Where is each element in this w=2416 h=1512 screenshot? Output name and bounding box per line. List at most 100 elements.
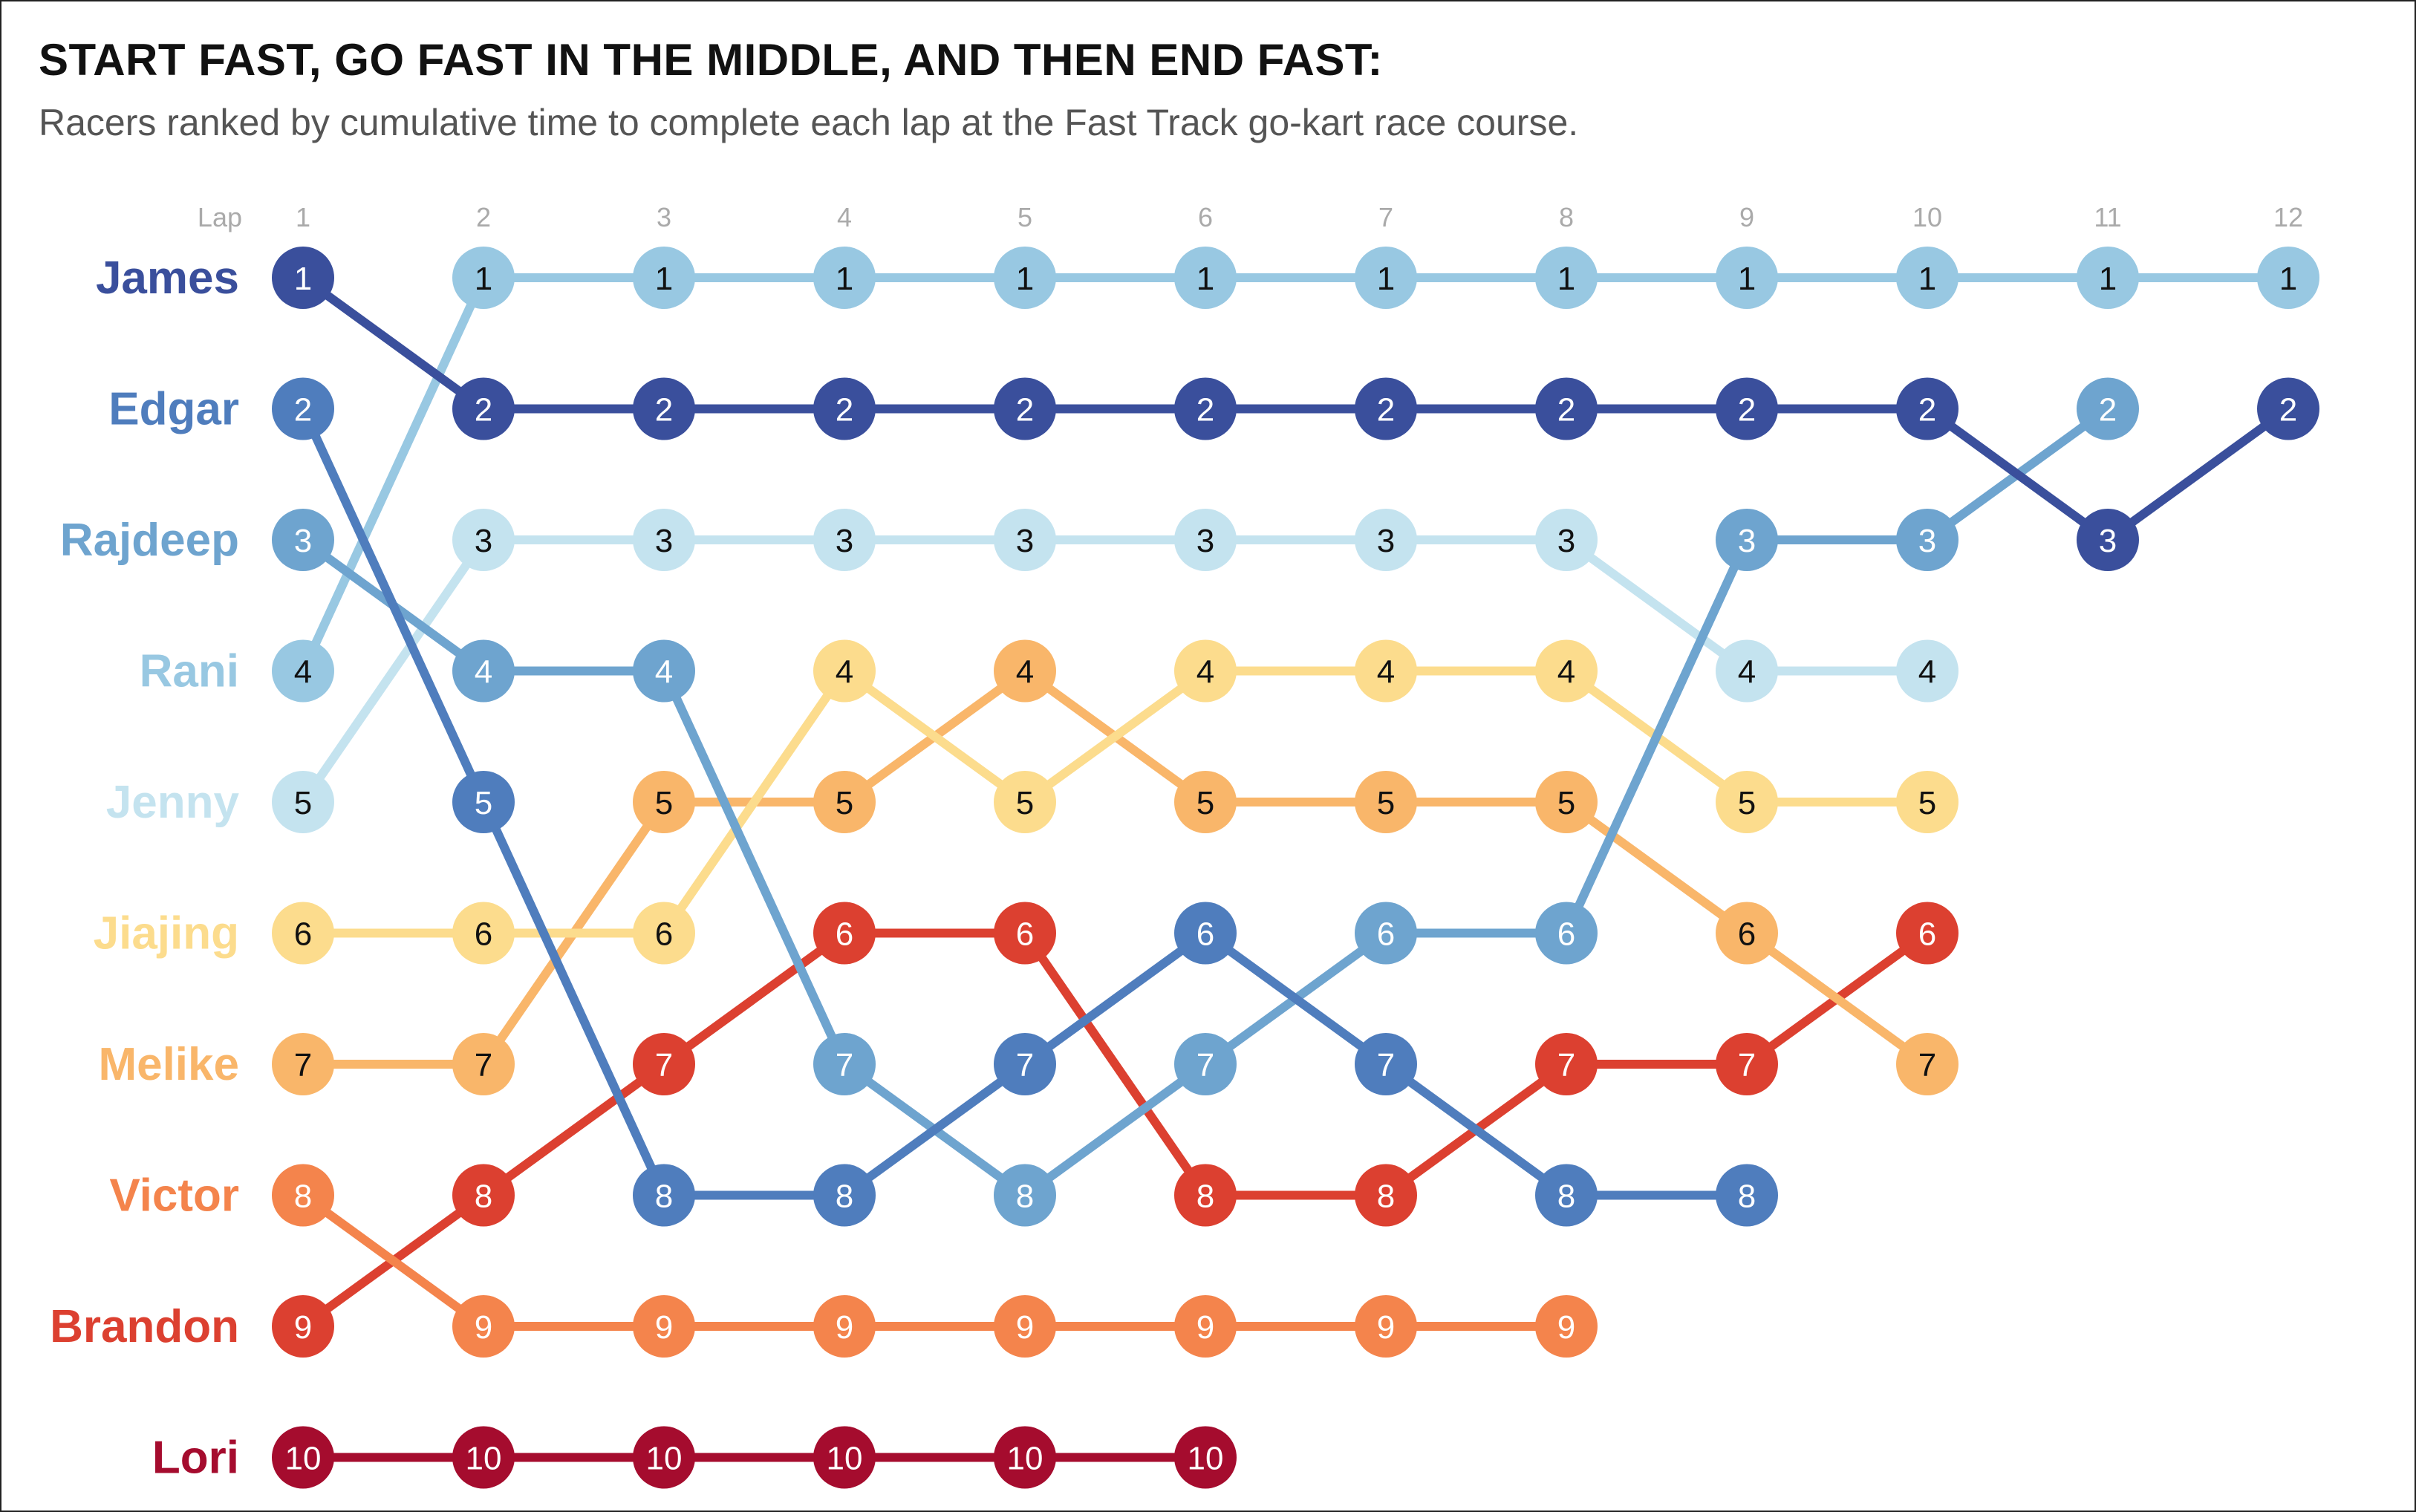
rank-marker-james bbox=[1174, 377, 1237, 440]
rank-label: 1 bbox=[1738, 261, 1756, 297]
rank-marker-james bbox=[452, 377, 515, 440]
series-markers: 10 10 10 10 10 10 9 8 7 6 6 8 8 7 7 6 8 9 9 9 9 9 9 9 7 7 5 5 4 5 5 5 6 7… bbox=[272, 247, 2319, 1489]
racer-label-rani: Rani bbox=[140, 646, 239, 697]
rank-marker-jiajing bbox=[1355, 639, 1417, 703]
racer-label-james: James bbox=[96, 252, 239, 304]
rank-marker-lori bbox=[452, 1426, 515, 1489]
rank-marker-jiajing bbox=[1535, 639, 1598, 703]
rank-marker-james bbox=[272, 247, 334, 309]
racer-label-edgar: Edgar bbox=[108, 384, 239, 435]
rank-label: 6 bbox=[1918, 916, 1936, 953]
rank-label: 1 bbox=[1918, 261, 1936, 297]
rank-marker-edgar bbox=[1535, 1164, 1598, 1227]
rank-marker-melike bbox=[452, 1033, 515, 1095]
lap-tick-label: 1 bbox=[296, 202, 310, 232]
rank-marker-brandon bbox=[272, 1295, 334, 1358]
rank-marker-james bbox=[1355, 377, 1417, 440]
rank-label: 10 bbox=[285, 1441, 322, 1477]
rank-label: 9 bbox=[1377, 1309, 1395, 1346]
lap-tick-label: 12 bbox=[2273, 202, 2303, 232]
lap-tick-label: 6 bbox=[1198, 202, 1213, 232]
rank-marker-rajdeep bbox=[1174, 1033, 1237, 1095]
rank-marker-brandon bbox=[452, 1164, 515, 1227]
rank-marker-rani bbox=[272, 639, 334, 703]
rank-label: 9 bbox=[836, 1309, 853, 1346]
rank-label: 1 bbox=[836, 261, 853, 297]
rank-label: 4 bbox=[294, 654, 312, 691]
rank-label: 3 bbox=[2099, 523, 2117, 559]
rank-marker-james bbox=[2257, 377, 2319, 440]
rank-marker-jenny bbox=[1896, 639, 1958, 703]
rank-marker-rani bbox=[1896, 247, 1958, 309]
rank-label: 10 bbox=[1188, 1441, 1224, 1477]
rank-marker-rajdeep bbox=[272, 509, 334, 571]
rank-label: 5 bbox=[1738, 785, 1756, 821]
lap-tick-label: 5 bbox=[1017, 202, 1032, 232]
rank-label: 7 bbox=[1738, 1047, 1756, 1084]
rank-marker-jenny bbox=[272, 771, 334, 833]
rank-label: 9 bbox=[475, 1309, 492, 1346]
rank-marker-jenny bbox=[994, 509, 1056, 571]
rank-marker-brandon bbox=[633, 1033, 695, 1095]
rank-marker-jenny bbox=[1535, 509, 1598, 571]
rank-label: 9 bbox=[1557, 1309, 1575, 1346]
chart-subtitle: Racers ranked by cumulative time to comp… bbox=[39, 102, 1579, 143]
rank-label: 2 bbox=[1377, 392, 1395, 428]
rank-marker-james bbox=[2077, 509, 2139, 571]
series-line-jenny bbox=[299, 535, 1932, 806]
rank-label: 6 bbox=[1557, 916, 1575, 953]
rank-label: 3 bbox=[655, 523, 673, 559]
rank-label: 8 bbox=[1557, 1179, 1575, 1215]
series-lines bbox=[299, 273, 2293, 1462]
rank-label: 4 bbox=[655, 654, 673, 691]
rank-marker-jenny bbox=[1174, 509, 1237, 571]
lap-tick-label: 3 bbox=[657, 202, 671, 232]
rank-label: 5 bbox=[836, 785, 853, 821]
rank-marker-rani bbox=[1535, 247, 1598, 309]
rank-marker-lori bbox=[272, 1426, 334, 1489]
rank-marker-rajdeep bbox=[1535, 902, 1598, 965]
rank-label: 1 bbox=[2099, 261, 2117, 297]
rank-label: 7 bbox=[1377, 1047, 1395, 1084]
rank-marker-lori bbox=[813, 1426, 876, 1489]
rank-marker-jiajing bbox=[272, 902, 334, 965]
rank-label: 10 bbox=[827, 1441, 863, 1477]
rank-label: 5 bbox=[1377, 785, 1395, 821]
rank-marker-rani bbox=[452, 247, 515, 309]
rank-marker-melike bbox=[633, 771, 695, 833]
rank-marker-james bbox=[633, 377, 695, 440]
rank-label: 7 bbox=[1196, 1047, 1214, 1084]
lap-axis-label: Lap bbox=[198, 202, 242, 232]
series-line-james bbox=[299, 273, 2293, 544]
racer-label-jenny: Jenny bbox=[106, 777, 240, 828]
rank-marker-rani bbox=[994, 247, 1056, 309]
rank-label: 1 bbox=[475, 261, 492, 297]
rank-label: 4 bbox=[1738, 654, 1756, 691]
rank-label: 1 bbox=[2279, 261, 2297, 297]
lap-tick-label: 9 bbox=[1739, 202, 1754, 232]
rank-marker-brandon bbox=[1716, 1033, 1778, 1095]
rank-label: 9 bbox=[1016, 1309, 1034, 1346]
rank-marker-james bbox=[813, 377, 876, 440]
rank-label: 6 bbox=[1738, 916, 1756, 953]
rank-marker-edgar bbox=[1355, 1033, 1417, 1095]
rank-marker-brandon bbox=[1355, 1164, 1417, 1227]
rank-marker-brandon bbox=[813, 902, 876, 965]
rank-label: 8 bbox=[836, 1179, 853, 1215]
lap-tick-label: 7 bbox=[1378, 202, 1393, 232]
rank-label: 2 bbox=[1196, 392, 1214, 428]
rank-marker-victor bbox=[1535, 1295, 1598, 1358]
rank-marker-jenny bbox=[452, 509, 515, 571]
rank-label: 2 bbox=[1918, 392, 1936, 428]
rank-marker-rajdeep bbox=[2077, 377, 2139, 440]
rank-label: 4 bbox=[1377, 654, 1395, 691]
rank-marker-victor bbox=[1355, 1295, 1417, 1358]
rank-marker-brandon bbox=[994, 902, 1056, 965]
rank-label: 6 bbox=[1016, 916, 1034, 953]
rank-label: 6 bbox=[475, 916, 492, 953]
rank-marker-edgar bbox=[1174, 902, 1237, 965]
rank-marker-jiajing bbox=[1174, 639, 1237, 703]
lap-tick-label: 4 bbox=[837, 202, 852, 232]
rank-label: 2 bbox=[2099, 392, 2117, 428]
rank-label: 8 bbox=[475, 1179, 492, 1215]
